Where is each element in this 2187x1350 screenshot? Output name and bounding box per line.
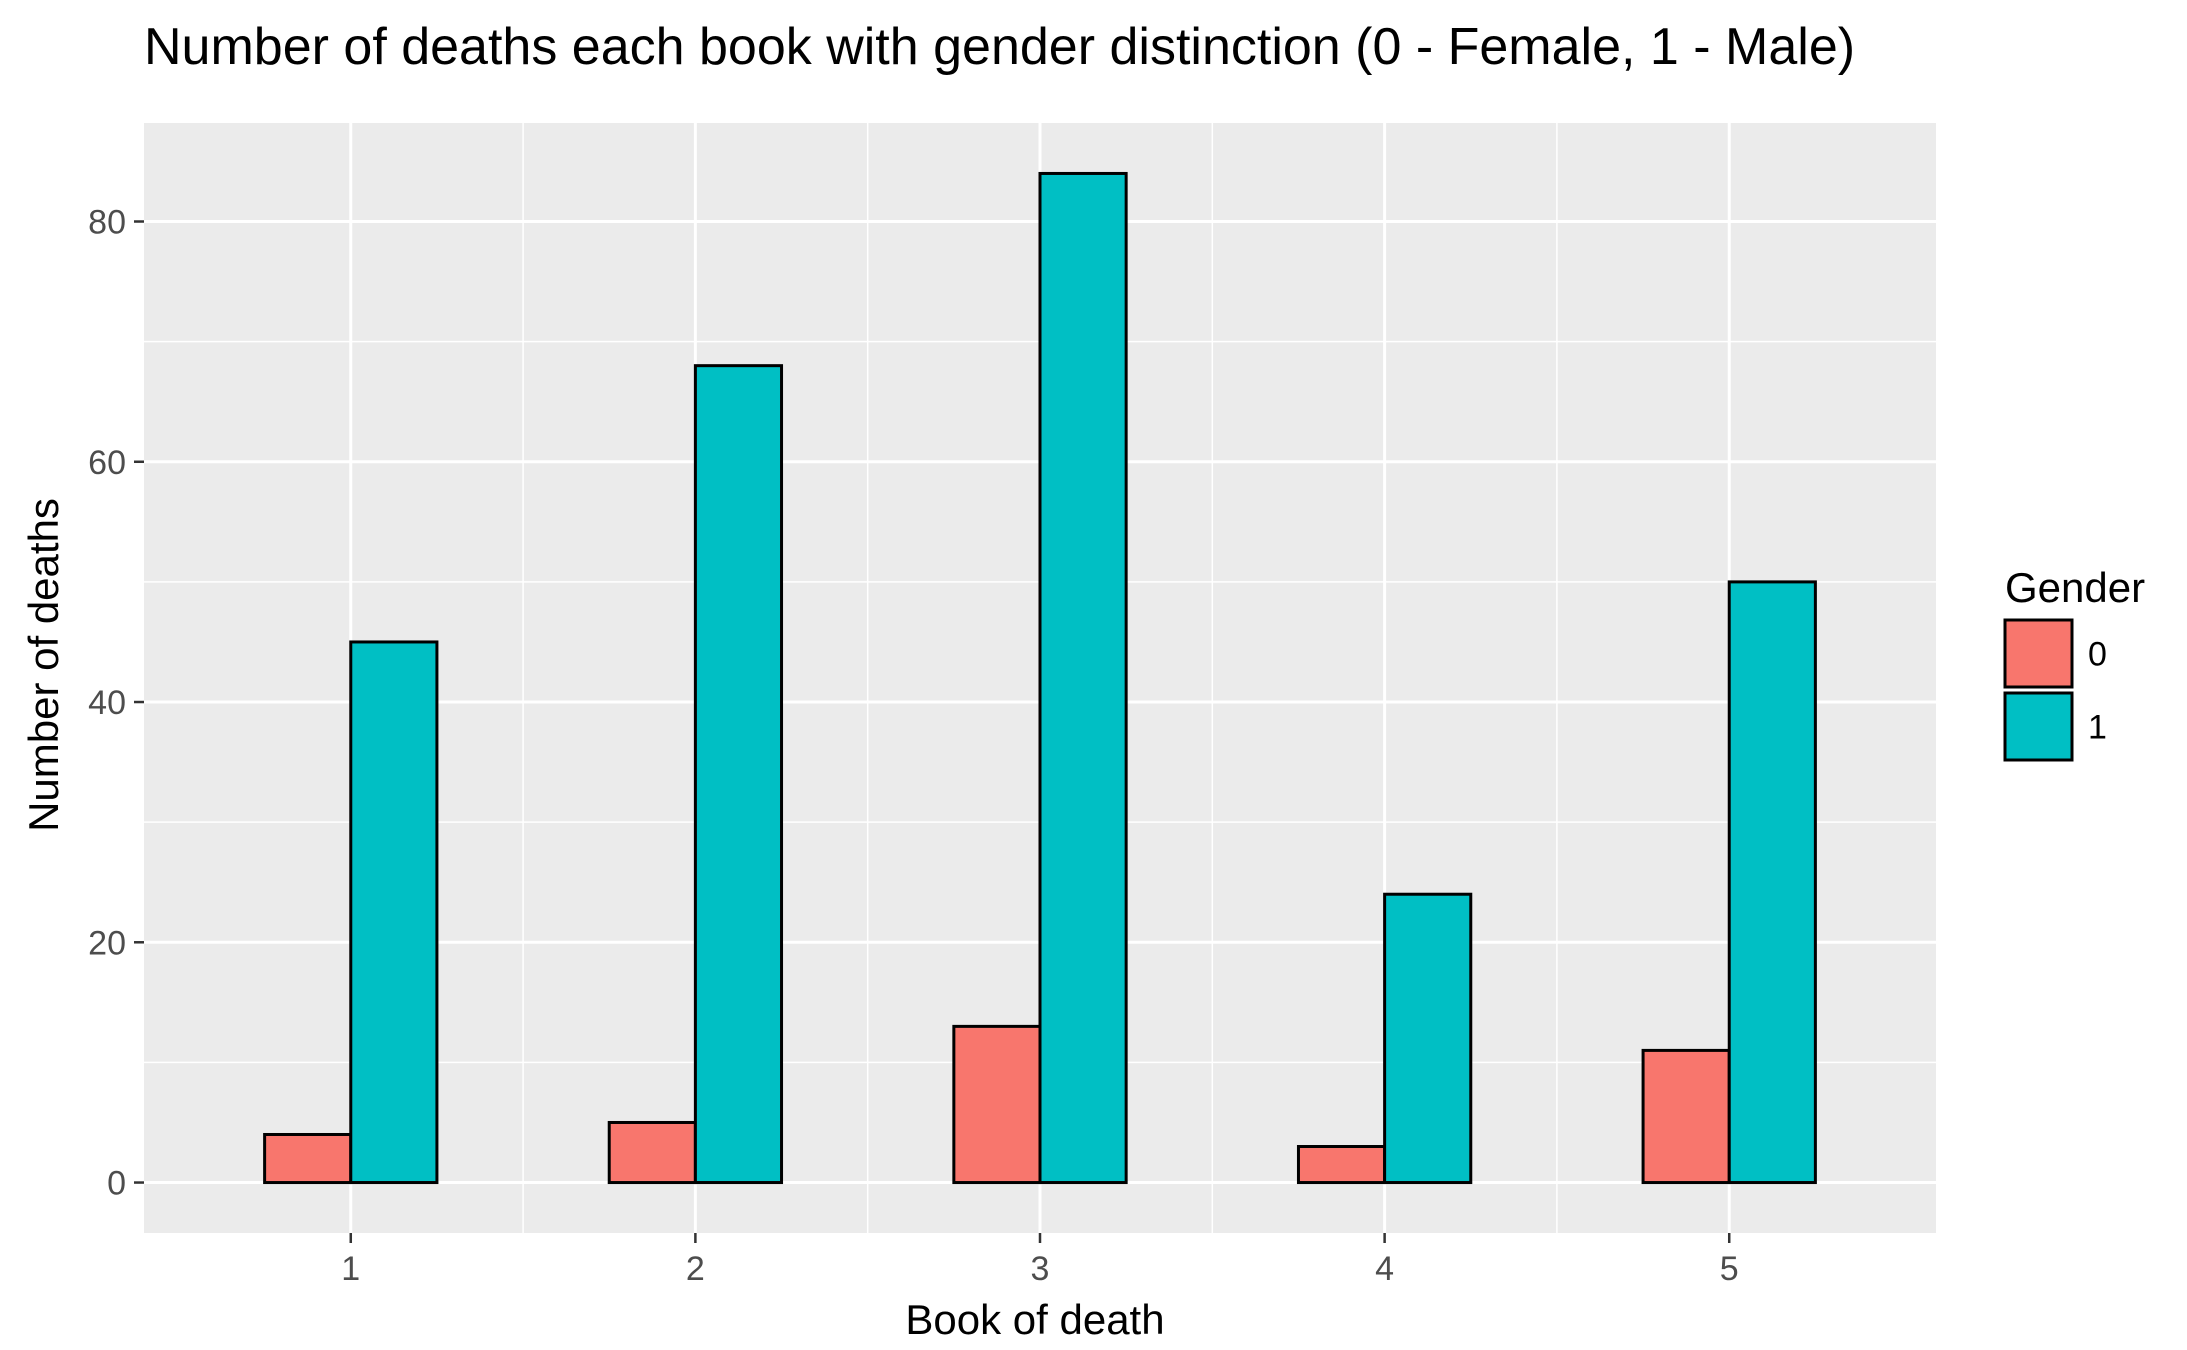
legend-label-1: 1	[2088, 709, 2107, 747]
bar-series-1-book-2	[693, 364, 784, 1185]
bar-series-0-book-1	[263, 1132, 353, 1185]
legend-title: Gender	[2005, 564, 2145, 611]
x-tick-label: 5	[1720, 1250, 1739, 1288]
bar-series-1-book-3	[1038, 171, 1128, 1185]
legend: Gender 0 1	[2003, 564, 2145, 762]
bar-series-1-book-5	[1727, 580, 1817, 1185]
bar-series-1-book-1	[349, 640, 439, 1185]
bar-series-0-book-3	[952, 1024, 1042, 1185]
x-axis-title: Book of death	[905, 1296, 1164, 1343]
bar-series-0-book-5	[1641, 1048, 1731, 1185]
bars	[263, 171, 1817, 1185]
chart-title: Number of deaths each book with gender d…	[144, 18, 1855, 76]
legend-key-1	[2003, 691, 2074, 762]
bar-series-1-book-4	[1383, 892, 1473, 1185]
y-axis-title: Number of deaths	[20, 498, 67, 832]
bar-series-0-book-2	[607, 1120, 697, 1185]
y-tick-label: 80	[88, 204, 126, 242]
bar-series-0-book-4	[1296, 1145, 1387, 1185]
x-tick-label: 4	[1375, 1250, 1394, 1288]
y-tick-label: 0	[107, 1165, 126, 1203]
y-tick-label: 40	[88, 684, 126, 722]
x-tick-label: 1	[341, 1250, 360, 1288]
x-axis: 1 2 3 4 5	[341, 1233, 1739, 1288]
y-axis: 0 20 40 60 80	[88, 204, 144, 1203]
legend-key-0	[2003, 618, 2074, 689]
y-tick-label: 20	[88, 924, 126, 962]
legend-label-0: 0	[2088, 636, 2107, 674]
y-tick-label: 60	[88, 444, 126, 482]
x-tick-label: 2	[686, 1250, 705, 1288]
x-tick-label: 3	[1031, 1250, 1050, 1288]
